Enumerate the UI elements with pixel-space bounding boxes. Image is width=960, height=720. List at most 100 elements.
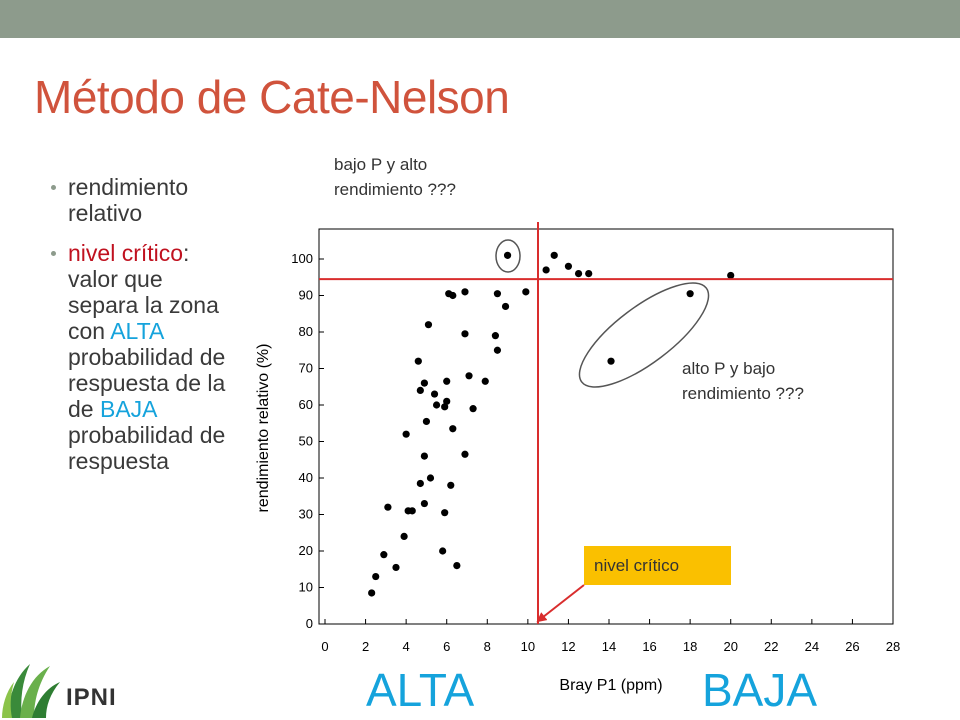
bullet-list: rendimiento relativo nivel crítico: valo…: [48, 174, 238, 488]
x-tick-label: 18: [683, 639, 697, 654]
data-point: [408, 507, 416, 515]
data-point: [607, 357, 615, 365]
logo-leaf-2: [20, 666, 50, 718]
term-nivel-critico: nivel crítico: [68, 240, 184, 266]
definition-part-3: probabilidad de respuesta: [68, 422, 226, 474]
data-point: [426, 474, 435, 482]
logo-text: IPNI: [66, 684, 117, 711]
data-point: [443, 377, 451, 385]
logo-leaf-1: [8, 664, 30, 718]
data-point: [503, 251, 512, 259]
data-point: [727, 271, 735, 280]
highlight-ellipse-top: [495, 239, 521, 273]
slide-title: Método de Cate-Nelson: [34, 71, 510, 123]
data-point: [424, 321, 433, 329]
data-point: [441, 509, 449, 517]
y-tick-label: 50: [299, 434, 313, 449]
x-tick-label: 2: [362, 639, 369, 654]
x-tick-label: 20: [723, 639, 737, 654]
data-point: [447, 481, 455, 489]
x-tick-label: 6: [443, 639, 450, 654]
y-tick-label: 20: [299, 543, 313, 558]
data-point: [420, 499, 428, 508]
data-point: [542, 266, 550, 274]
right-annotation-line2: rendimiento ???: [682, 384, 804, 403]
data-point: [402, 430, 410, 438]
data-point: [422, 417, 431, 426]
data-point: [441, 403, 449, 411]
data-point: [414, 357, 422, 365]
term-baja: BAJA: [99, 396, 157, 422]
data-point: [501, 302, 510, 311]
data-point: [493, 290, 502, 298]
data-point: [384, 503, 392, 511]
critical-level-label: nivel crítico: [584, 546, 731, 585]
x-tick-label: 0: [321, 639, 328, 654]
data-point: [564, 262, 573, 270]
x-axis: 0 2 4 6 8 10 12 14 16 18 20 22 24 26 28: [321, 619, 900, 654]
y-tick-label: 80: [299, 324, 313, 339]
data-point: [461, 450, 469, 458]
data-point: [443, 397, 451, 405]
zone-alta-label: ALTA: [366, 664, 475, 716]
data-point: [430, 390, 439, 398]
data-point: [574, 270, 583, 278]
y-tick-label: 60: [299, 397, 313, 412]
logo-leaf-3: [32, 682, 60, 718]
highlight-ellipse-right: [578, 282, 710, 388]
bullet-nivel-critico: nivel crítico: valor que separa la zona …: [48, 240, 238, 474]
x-tick-label: 12: [561, 639, 575, 654]
data-point: [400, 532, 408, 541]
data-point: [420, 452, 428, 460]
x-tick-label: 24: [805, 639, 819, 654]
data-points: [368, 251, 735, 597]
x-tick-label: 28: [886, 639, 900, 654]
bullet-rendimiento: rendimiento relativo: [48, 174, 238, 226]
data-point: [469, 405, 477, 413]
x-tick-label: 26: [845, 639, 859, 654]
x-tick-label: 10: [521, 639, 535, 654]
x-tick-label: 14: [602, 639, 616, 654]
logo-leaf-4: [2, 682, 14, 718]
ipni-logo: [2, 664, 60, 718]
term-alta: ALTA: [110, 318, 164, 344]
data-point: [439, 547, 447, 555]
y-tick-label: 90: [299, 288, 313, 303]
x-tick-label: 4: [403, 639, 410, 654]
definition-part-1: : valor que separa la zona con: [68, 240, 219, 344]
data-point: [585, 270, 593, 278]
x-tick-label: 22: [764, 639, 778, 654]
data-point: [372, 572, 380, 581]
top-annotation: bajo P y alto rendimiento ???: [334, 152, 456, 202]
data-point: [461, 288, 469, 296]
data-point: [491, 332, 499, 340]
data-point: [432, 401, 441, 409]
data-point: [449, 425, 457, 433]
data-point: [453, 562, 461, 570]
header-bar: [0, 0, 960, 38]
y-tick-label: 0: [306, 616, 313, 631]
plot-frame: [318, 228, 894, 625]
data-point: [416, 386, 424, 394]
data-point: [550, 251, 558, 259]
right-annotation-line1: alto P y bajo: [682, 359, 776, 378]
data-point: [449, 291, 457, 300]
x-axis-title: Bray P1 (ppm): [559, 677, 662, 694]
top-annotation-line1: bajo P y alto: [334, 155, 428, 174]
data-point: [380, 551, 388, 559]
data-point: [493, 346, 502, 354]
data-point: [686, 290, 694, 298]
data-point: [420, 379, 428, 387]
definition-part-2: probabilidad de respuesta de la de: [68, 344, 226, 422]
y-tick-label: 70: [299, 361, 313, 376]
y-axis: 0 10 20 30 40 50 60 70 80 90 100: [291, 251, 324, 631]
y-tick-label: 30: [299, 507, 313, 522]
data-point: [461, 330, 469, 338]
data-point: [368, 589, 376, 597]
y-tick-label: 40: [299, 470, 313, 485]
y-tick-label: 10: [299, 580, 313, 595]
top-annotation-line2: rendimiento ???: [334, 180, 456, 199]
data-point: [416, 479, 424, 488]
data-point: [481, 377, 489, 385]
